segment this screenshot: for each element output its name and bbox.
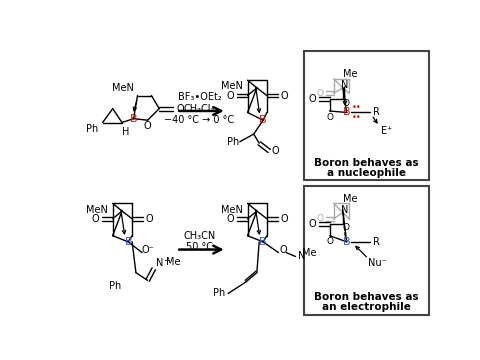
Text: MeN: MeN xyxy=(221,204,243,215)
Text: O: O xyxy=(309,219,316,229)
Text: O⁻: O⁻ xyxy=(142,244,155,255)
Text: MeN: MeN xyxy=(112,83,133,93)
Text: O: O xyxy=(342,224,349,233)
Text: Me: Me xyxy=(343,69,358,79)
Text: O: O xyxy=(144,121,151,131)
Text: MeN: MeN xyxy=(221,81,243,91)
Text: B: B xyxy=(343,237,350,247)
Text: Me: Me xyxy=(166,257,180,267)
Text: H: H xyxy=(122,127,130,137)
Text: a nucleophile: a nucleophile xyxy=(326,167,406,177)
Text: E⁺: E⁺ xyxy=(382,126,393,136)
Text: R: R xyxy=(373,108,380,117)
Text: N: N xyxy=(156,258,163,269)
Bar xyxy=(304,51,429,180)
Text: BF₃•OEt₂: BF₃•OEt₂ xyxy=(178,92,221,102)
Text: CH₂Cl₂: CH₂Cl₂ xyxy=(184,104,215,114)
Text: Boron behaves as: Boron behaves as xyxy=(314,158,419,167)
Text: Ph: Ph xyxy=(228,137,240,147)
Text: O: O xyxy=(316,214,323,223)
Text: Ph: Ph xyxy=(109,281,121,291)
Text: O: O xyxy=(279,244,287,255)
Text: ••: •• xyxy=(352,103,362,112)
Text: N: N xyxy=(341,80,348,90)
Bar xyxy=(304,186,429,315)
Text: Nu⁻: Nu⁻ xyxy=(368,258,387,269)
Text: O: O xyxy=(145,214,153,224)
Text: O: O xyxy=(176,104,184,114)
Text: N: N xyxy=(298,252,305,261)
Text: B: B xyxy=(130,114,137,123)
Text: O: O xyxy=(326,113,333,122)
Text: −40 °C → 0 °C: −40 °C → 0 °C xyxy=(165,115,235,125)
Text: ••: •• xyxy=(352,113,362,122)
Text: O: O xyxy=(280,214,288,224)
Text: Ph: Ph xyxy=(213,288,225,298)
Text: N: N xyxy=(341,204,348,215)
Text: O: O xyxy=(227,91,234,100)
Text: O: O xyxy=(227,214,234,224)
Text: B: B xyxy=(259,237,267,247)
Text: B: B xyxy=(343,108,350,117)
Text: Ph: Ph xyxy=(86,125,99,134)
Text: MeN: MeN xyxy=(86,204,108,215)
Text: Boron behaves as: Boron behaves as xyxy=(314,292,419,302)
Text: O: O xyxy=(92,214,99,224)
Text: 50 °C: 50 °C xyxy=(186,242,213,252)
Text: B: B xyxy=(124,237,132,247)
Text: +: + xyxy=(164,256,170,265)
Text: O: O xyxy=(309,94,316,104)
Text: Me: Me xyxy=(302,248,317,258)
Text: O: O xyxy=(326,237,333,246)
Text: B: B xyxy=(259,115,267,125)
Text: O: O xyxy=(272,146,279,156)
Text: R: R xyxy=(373,237,380,247)
Text: an electrophile: an electrophile xyxy=(322,302,410,312)
Text: O: O xyxy=(316,89,323,98)
Text: CH₃CN: CH₃CN xyxy=(183,231,216,241)
Text: Me: Me xyxy=(343,194,358,204)
Text: O: O xyxy=(342,99,349,108)
Text: O: O xyxy=(280,91,288,100)
